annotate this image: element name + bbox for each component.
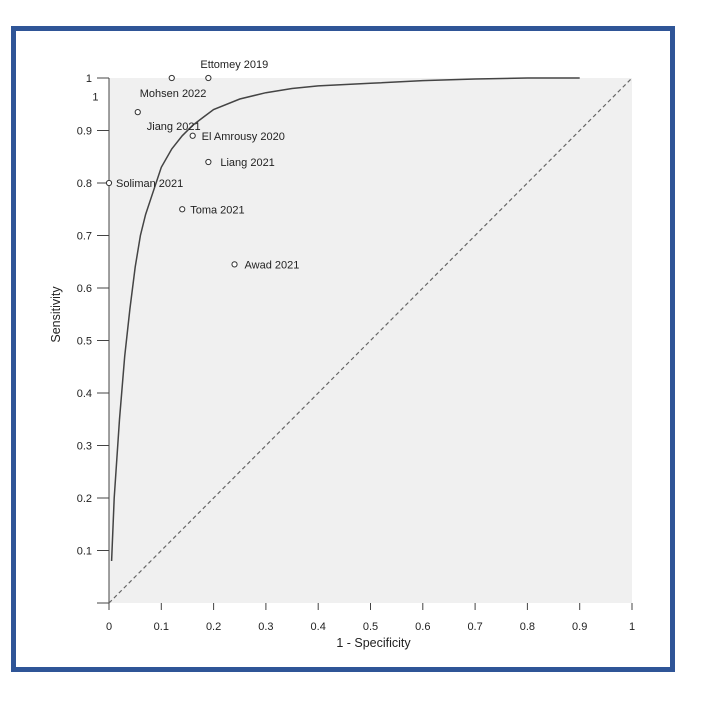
- study-point: [189, 132, 196, 139]
- x-axis-ticks: 0 0.1 0.2 0.3 0.4 0.5 0.6 0.7 0.8 0.9 1: [106, 603, 635, 633]
- y-tick-label: 0.1: [77, 546, 92, 558]
- chart-frame: 0 0.1 0.2 0.3 0.4 0.5 0.6 0.7 0.8 0.9 1 0.1 0.2 0.3 0…: [11, 26, 675, 672]
- y-axis-ticks: 0.1 0.2 0.3 0.4 0.5 0.6 0.7 0.8 0.9 1: [77, 73, 109, 604]
- study-label: Jiang 2021: [147, 121, 201, 133]
- x-tick-label: 0.4: [311, 621, 326, 633]
- x-tick-label: 1: [629, 621, 635, 633]
- y-tick-label: 0.9: [77, 126, 92, 138]
- study-point: [134, 109, 141, 116]
- y-tick-label: 0.6: [77, 283, 92, 295]
- x-axis-title: 1 - Specificity: [336, 636, 411, 650]
- x-tick-label: 0.5: [363, 621, 378, 633]
- study-point: [168, 74, 175, 82]
- y-tick-label: 0.5: [77, 336, 92, 348]
- extra-labels: 1: [92, 91, 98, 103]
- y-tick-label: 0.8: [77, 178, 92, 190]
- study-point: [205, 158, 212, 166]
- y-tick-label: 0.7: [77, 231, 92, 243]
- y-tick-label: 1: [86, 73, 92, 85]
- study-label: Soliman 2021: [116, 178, 183, 190]
- study-point: [231, 261, 238, 268]
- x-tick-label: 0: [106, 621, 112, 633]
- study-label: Ettomey 2019: [200, 59, 268, 71]
- sroc-chart: 0 0.1 0.2 0.3 0.4 0.5 0.6 0.7 0.8 0.9 1 0.10.20.30…: [49, 59, 635, 650]
- x-tick-label: 0.7: [467, 621, 482, 633]
- x-tick-label: 0.1: [154, 621, 169, 633]
- study-label: El Amrousy 2020: [202, 131, 285, 143]
- x-tick-label: 0.6: [415, 621, 430, 633]
- sroc-curve: [110, 77, 580, 562]
- reference-diagonal-line: [108, 77, 633, 604]
- y-tick-label: 0.3: [77, 441, 92, 453]
- study-point: [179, 206, 186, 213]
- extra-label: 1: [92, 91, 98, 103]
- y-tick-label: 0.4: [77, 388, 92, 400]
- study-label: Toma 2021: [190, 204, 244, 216]
- y-axis-title: Sensitivity: [49, 286, 63, 343]
- study-label: Awad 2021: [245, 259, 300, 271]
- study-label: Liang 2021: [220, 157, 274, 169]
- study-label: Mohsen 2022: [140, 88, 207, 100]
- x-tick-label: 0.8: [520, 621, 535, 633]
- y-tick-label: 0.2: [77, 493, 92, 505]
- study-point: [205, 74, 212, 82]
- x-tick-label: 0.3: [258, 621, 273, 633]
- x-tick-label: 0.2: [206, 621, 221, 633]
- x-tick-label: 0.9: [572, 621, 587, 633]
- study-point: [105, 179, 113, 187]
